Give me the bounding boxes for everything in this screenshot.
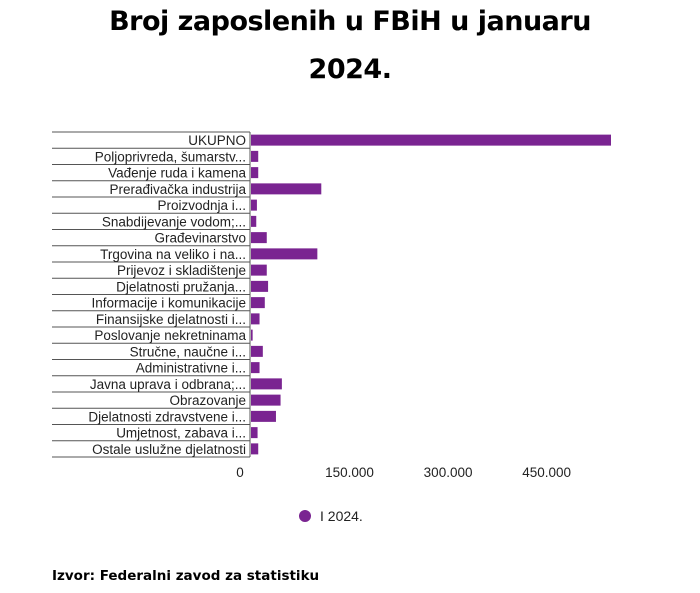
category-label: Djelatnosti pružanja... — [116, 279, 246, 294]
category-label: Stručne, naučne i... — [130, 344, 246, 359]
bar-10 — [251, 280, 269, 292]
category-label: Snabdijevanje vodom;... — [102, 214, 246, 229]
category-label: Finansijske djelatnosti i... — [96, 312, 246, 327]
category-label: Djelatnosti zdravstvene i... — [88, 409, 246, 424]
bar-8 — [251, 248, 318, 260]
category-label: Vađenje ruda i kamena — [108, 166, 246, 181]
category-label: Prerađivačka industrija — [109, 182, 246, 197]
source-note: Izvor: Federalni zavod za statistiku — [52, 568, 320, 584]
bar-1 — [251, 134, 611, 146]
chart-title-line1: Broj zaposlenih u FBiH u januaru — [109, 6, 591, 37]
bar-17 — [251, 394, 281, 406]
legend-marker — [299, 510, 311, 522]
category-label: Trgovina na veliko i na... — [100, 247, 246, 262]
x-tick-label: 300.000 — [424, 465, 473, 480]
bar-12 — [251, 313, 260, 325]
category-label: Obrazovanje — [169, 393, 246, 408]
category-label: Umjetnost, zabava i... — [116, 426, 246, 441]
x-tick-label: 450.000 — [522, 465, 571, 480]
category-label: Administrativne i... — [136, 361, 246, 376]
legend: I 2024. — [299, 508, 363, 524]
category-label: Poljoprivreda, šumarstv... — [95, 149, 246, 164]
bar-3 — [251, 167, 259, 179]
category-label: Proizvodnja i... — [157, 198, 246, 213]
x-tick-label: 150.000 — [325, 465, 374, 480]
bar-4 — [251, 183, 322, 195]
category-label: Prijevoz i skladištenje — [117, 263, 246, 278]
category-label: Poslovanje nekretninama — [94, 328, 246, 343]
bar-16 — [251, 378, 282, 390]
bar-7 — [251, 232, 267, 244]
x-tick-label: 0 — [236, 465, 244, 480]
bar-9 — [251, 264, 267, 276]
legend-label: I 2024. — [320, 508, 363, 524]
category-label: Javna uprava i odbrana;... — [90, 377, 246, 392]
bar-18 — [251, 410, 276, 422]
bar-5 — [251, 199, 257, 211]
chart-title-line2: 2024. — [308, 54, 392, 85]
category-label: Informacije i komunikacije — [91, 296, 246, 311]
bar-11 — [251, 297, 265, 309]
bar-6 — [251, 215, 257, 227]
bar-2 — [251, 150, 259, 162]
bar-13 — [251, 329, 253, 341]
bar-20 — [251, 443, 259, 455]
bar-15 — [251, 362, 260, 374]
category-label: Građevinarstvo — [154, 231, 246, 246]
bar-19 — [251, 427, 258, 439]
category-label: Ostale uslužne djelatnosti — [92, 442, 246, 457]
bar-14 — [251, 345, 263, 357]
category-label: UKUPNO — [188, 133, 246, 148]
